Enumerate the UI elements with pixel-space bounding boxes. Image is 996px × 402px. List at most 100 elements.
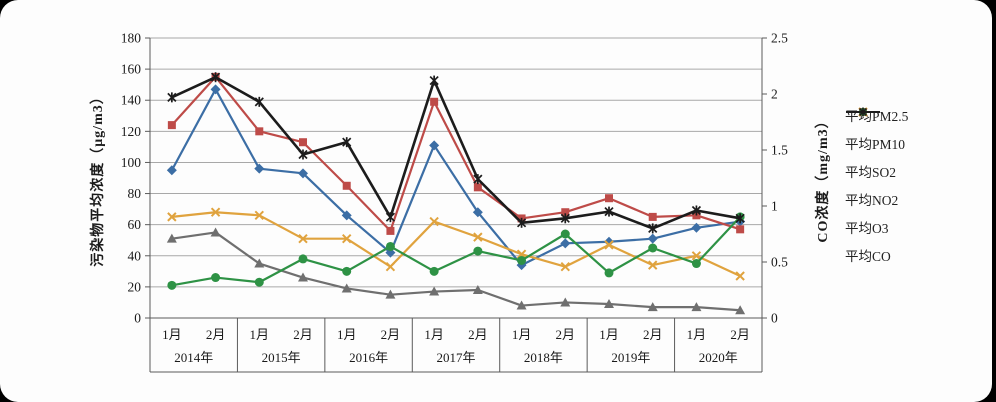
marker-triangle — [735, 305, 746, 315]
marker-star — [254, 97, 264, 107]
marker-star — [604, 206, 614, 217]
marker-diamond — [210, 84, 221, 95]
x-month-label: 1月 — [512, 327, 532, 342]
x-month-label: 2月 — [730, 327, 750, 342]
marker-square — [342, 181, 351, 190]
x-month-label: 1月 — [250, 327, 270, 342]
marker-circle — [298, 254, 308, 264]
x-month-label: 1月 — [687, 327, 707, 342]
marker-triangle — [560, 297, 571, 307]
left-axis-tick-label: 160 — [121, 62, 142, 77]
x-year-label: 2018年 — [524, 350, 563, 365]
marker-diamond — [298, 168, 308, 179]
marker-square — [299, 138, 307, 147]
marker-x — [385, 261, 396, 272]
legend-label: 平均SO2 — [845, 165, 897, 180]
marker-square — [605, 194, 613, 203]
marker-triangle — [604, 299, 614, 308]
marker-star — [342, 137, 352, 147]
marker-circle — [342, 266, 352, 276]
marker-square — [561, 208, 570, 217]
marker-star — [210, 72, 221, 82]
legend-item: 平均CO — [845, 107, 908, 265]
left-axis-tick-label: 40 — [128, 248, 142, 263]
marker-triangle — [429, 286, 440, 296]
marker-x — [604, 240, 614, 250]
marker-square — [648, 212, 657, 221]
marker-diamond — [166, 165, 177, 176]
marker-circle — [560, 229, 570, 239]
marker-triangle — [341, 283, 352, 293]
right-axis-title: CO浓度（mg/m3） — [816, 113, 831, 243]
marker-square — [167, 121, 176, 130]
marker-diamond — [429, 140, 440, 151]
marker-circle — [429, 266, 439, 276]
marker-star — [429, 75, 439, 86]
series-line-平均CO — [171, 75, 741, 230]
marker-star — [691, 205, 702, 216]
marker-triangle — [647, 302, 658, 312]
legend-label: 平均NO2 — [845, 193, 899, 208]
left-axis-tick-label: 60 — [128, 217, 142, 232]
marker-star — [473, 174, 483, 184]
x-year-label: 2016年 — [349, 350, 388, 365]
x-month-label: 2月 — [381, 327, 401, 342]
legend-marker-icon — [846, 107, 880, 117]
marker-square — [473, 183, 482, 192]
marker-square — [430, 97, 439, 106]
marker-circle — [517, 255, 527, 265]
legend-item: 平均PM10 — [845, 108, 908, 153]
x-month-label: 1月 — [337, 327, 357, 342]
marker-x — [691, 251, 702, 261]
right-axis-tick-label: 2.5 — [771, 31, 788, 46]
series-line-平均NO2 — [171, 211, 741, 277]
marker-circle — [691, 259, 701, 269]
marker-diamond — [604, 236, 614, 247]
marker-triangle — [166, 233, 177, 243]
x-month-label: 2月 — [293, 327, 313, 342]
marker-circle — [211, 273, 221, 283]
right-axis-tick-label: 1 — [771, 199, 778, 214]
x-year-label: 2019年 — [611, 350, 650, 365]
marker-triangle — [691, 302, 702, 312]
right-axis-tick-label: 2 — [771, 87, 778, 102]
marker-star — [560, 213, 570, 223]
marker-square — [386, 226, 395, 235]
x-month-label: 1月 — [162, 327, 182, 342]
x-month-label: 2月 — [643, 327, 663, 342]
marker-x — [560, 261, 570, 272]
marker-star — [298, 149, 308, 160]
series-line-平均SO2 — [171, 231, 741, 312]
x-month-label: 2月 — [556, 327, 576, 342]
series-line-平均PM2.5 — [170, 88, 741, 267]
marker-x — [298, 233, 308, 244]
marker-circle — [254, 277, 264, 287]
marker-x — [254, 210, 264, 221]
left-axis-tick-label: 100 — [121, 155, 142, 170]
marker-square — [255, 127, 264, 136]
marker-triangle — [254, 258, 265, 268]
right-axis-tick-label: 0.5 — [771, 255, 788, 270]
x-year-label: 2015年 — [262, 350, 301, 365]
marker-x — [167, 212, 177, 222]
marker-triangle — [298, 272, 308, 282]
marker-triangle — [210, 227, 221, 237]
marker-circle — [385, 241, 395, 251]
x-month-label: 1月 — [599, 327, 619, 342]
left-axis-tick-label: 180 — [121, 31, 142, 46]
x-year-label: 2014年 — [174, 350, 213, 365]
legend-label: 平均PM10 — [845, 137, 906, 152]
marker-x — [473, 232, 483, 242]
x-year-label: 2017年 — [436, 350, 475, 365]
marker-circle — [473, 246, 483, 256]
marker-x — [342, 233, 352, 244]
marker-triangle — [472, 285, 483, 294]
right-axis-tick-label: 1.5 — [771, 143, 788, 158]
left-axis-tick-label: 120 — [121, 124, 142, 139]
legend: 平均PM2.5 平均PM10 平均SO2 平均NO2 平均O3 平均CO — [845, 105, 908, 265]
left-axis-tick-label: 80 — [128, 186, 142, 201]
marker-diamond — [341, 210, 352, 221]
